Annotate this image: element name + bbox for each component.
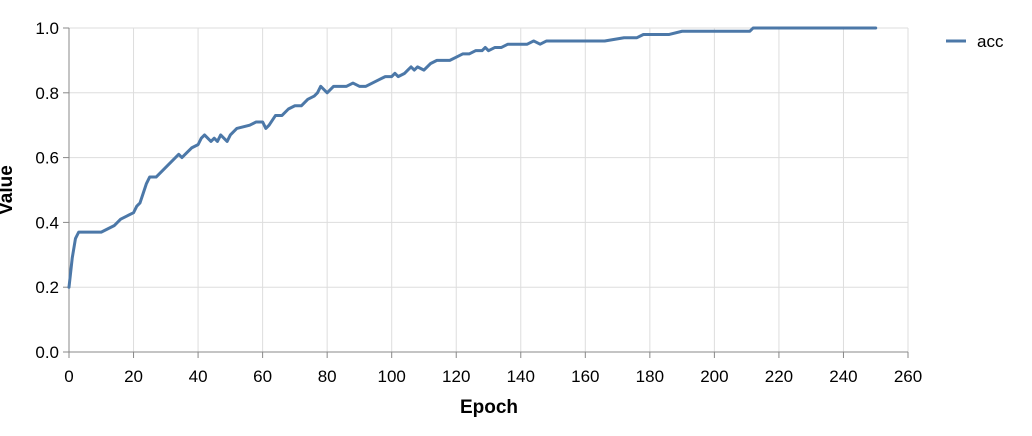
x-tick-label: 0: [64, 367, 73, 386]
x-tick-label: 80: [318, 367, 337, 386]
series-layer: [67, 26, 878, 289]
x-tick-label: 200: [700, 367, 728, 386]
x-tick-label: 100: [378, 367, 406, 386]
x-tick-label: 20: [124, 367, 143, 386]
y-axis-title: Value: [0, 165, 17, 215]
x-tick-label: 140: [507, 367, 535, 386]
x-tick-label: 180: [636, 367, 664, 386]
x-tick-label: 160: [571, 367, 599, 386]
y-tick-label: 0.6: [35, 149, 59, 168]
x-tick-label: 240: [829, 367, 857, 386]
legend: acc: [946, 32, 1004, 51]
y-tick-label: 0.0: [35, 343, 59, 362]
x-axis-title: Epoch: [460, 397, 518, 418]
legend-label: acc: [977, 32, 1004, 51]
x-tick-label: 220: [765, 367, 793, 386]
y-tick-label: 0.4: [35, 213, 59, 232]
y-tick-label: 0.2: [35, 278, 59, 297]
grid: [68, 27, 909, 353]
x-tick-label: 260: [894, 367, 922, 386]
x-tick-label: 60: [253, 367, 272, 386]
x-tick-label: 40: [189, 367, 208, 386]
x-tick-label: 120: [442, 367, 470, 386]
y-tick-label: 0.8: [35, 84, 59, 103]
axes: 0 20 40 60 80 100 120 140 160 180 200 220 240 260 0.0 0…: [35, 19, 922, 386]
series-line-acc: [67, 26, 878, 289]
y-tick-label: 1.0: [35, 19, 59, 38]
